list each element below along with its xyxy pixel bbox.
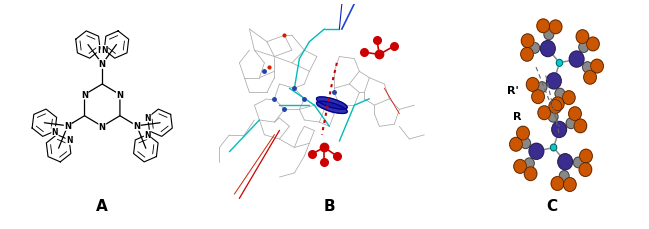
Circle shape <box>530 43 539 54</box>
Circle shape <box>544 30 554 41</box>
Circle shape <box>526 78 539 92</box>
Circle shape <box>569 107 582 121</box>
Circle shape <box>524 158 534 169</box>
Circle shape <box>549 100 561 114</box>
Text: N: N <box>52 127 58 136</box>
Circle shape <box>529 144 544 160</box>
Circle shape <box>563 178 576 191</box>
Text: N: N <box>133 122 140 131</box>
Circle shape <box>558 154 572 170</box>
Circle shape <box>551 177 564 191</box>
Circle shape <box>555 89 565 99</box>
Circle shape <box>537 20 550 33</box>
Circle shape <box>574 120 587 133</box>
Circle shape <box>537 82 547 93</box>
Circle shape <box>574 157 583 168</box>
Circle shape <box>521 35 534 48</box>
Text: N: N <box>99 60 106 69</box>
Text: N: N <box>81 91 88 100</box>
Circle shape <box>556 60 563 67</box>
Circle shape <box>509 138 522 151</box>
Circle shape <box>548 112 558 123</box>
Text: B: B <box>324 198 335 213</box>
Ellipse shape <box>317 98 347 110</box>
Circle shape <box>546 74 561 90</box>
Text: R: R <box>513 111 521 121</box>
Circle shape <box>569 52 584 68</box>
Circle shape <box>552 122 567 138</box>
Circle shape <box>538 106 550 120</box>
Circle shape <box>549 21 562 35</box>
Text: N: N <box>99 122 106 131</box>
Circle shape <box>579 43 589 53</box>
Circle shape <box>524 167 537 181</box>
Text: A: A <box>96 198 108 213</box>
Circle shape <box>514 160 526 174</box>
Text: N: N <box>116 91 123 100</box>
Text: N: N <box>66 136 73 145</box>
Text: N: N <box>97 46 103 55</box>
Circle shape <box>583 71 596 85</box>
Circle shape <box>587 38 599 52</box>
Text: C: C <box>546 198 557 213</box>
Circle shape <box>552 98 564 111</box>
Circle shape <box>563 91 575 105</box>
Text: N: N <box>64 122 71 131</box>
Circle shape <box>520 48 533 62</box>
Circle shape <box>583 63 593 73</box>
Circle shape <box>580 150 593 163</box>
Circle shape <box>576 31 589 44</box>
Text: R': R' <box>507 86 519 96</box>
Circle shape <box>532 90 545 104</box>
Circle shape <box>591 60 604 74</box>
Circle shape <box>517 127 530 140</box>
Circle shape <box>579 163 592 177</box>
Circle shape <box>541 41 555 57</box>
Text: N: N <box>145 113 151 122</box>
Ellipse shape <box>317 102 347 114</box>
Circle shape <box>520 138 530 149</box>
Circle shape <box>550 144 557 151</box>
Text: N: N <box>101 46 108 55</box>
Circle shape <box>566 118 576 129</box>
Text: N: N <box>144 131 151 139</box>
Circle shape <box>559 171 569 182</box>
